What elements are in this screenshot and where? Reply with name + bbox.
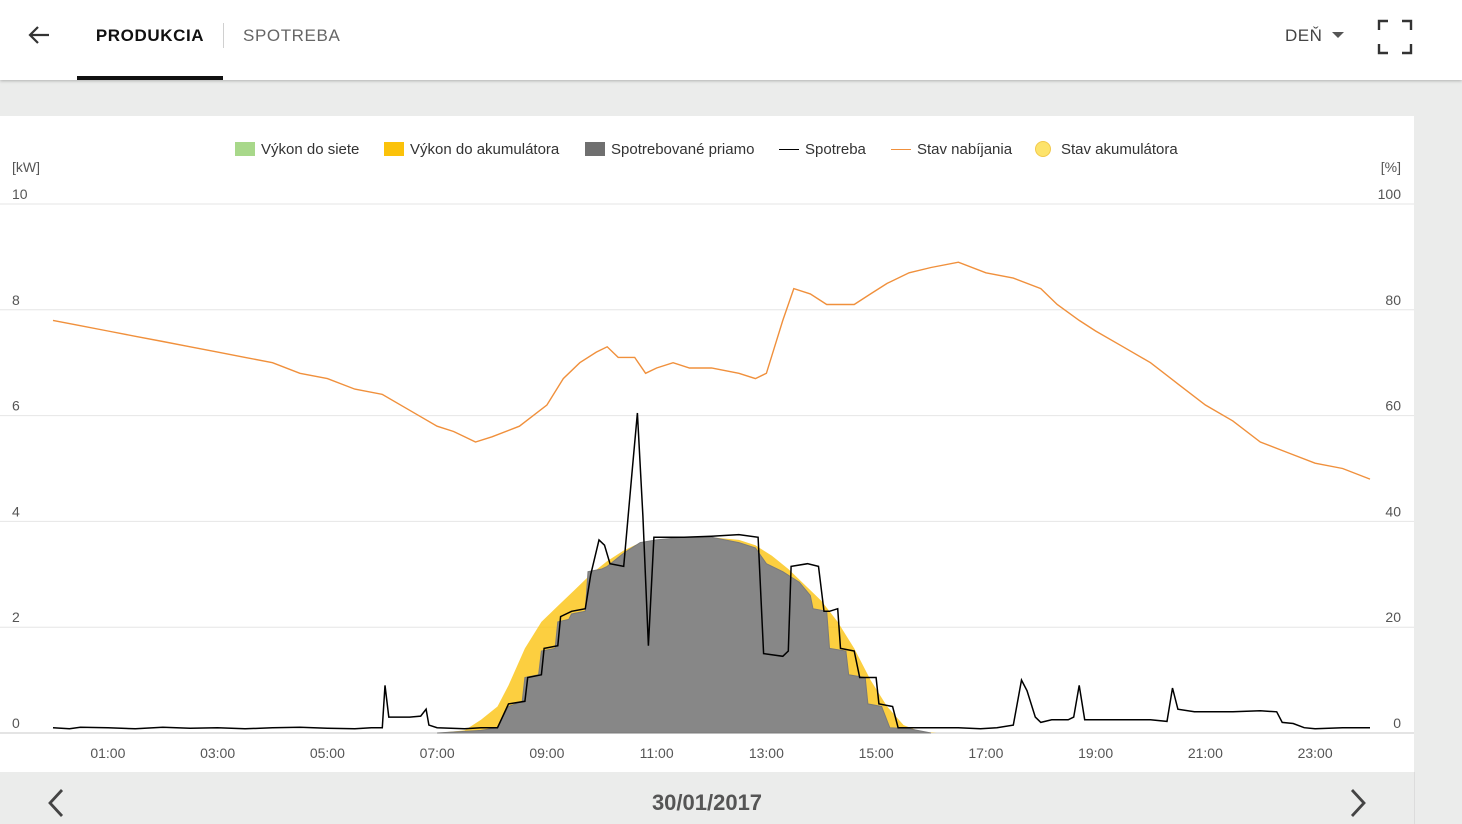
legend-swatch-self-consumed bbox=[585, 142, 605, 156]
current-date[interactable]: 30/01/2017 bbox=[651, 790, 763, 815]
period-dropdown[interactable]: DEŇ bbox=[1285, 0, 1345, 72]
y-left-tick-label: 8 bbox=[12, 292, 20, 308]
legend-label-self-consumed: Spotrebované priamo bbox=[611, 141, 755, 158]
y-right-tick-label: 20 bbox=[1385, 609, 1401, 625]
legend-swatch-consumption bbox=[779, 149, 799, 150]
y-right-tick-label: 80 bbox=[1385, 292, 1401, 308]
y-left-tick-label: 6 bbox=[12, 398, 20, 414]
x-tick-label: 21:00 bbox=[1188, 745, 1223, 761]
y-left-tick-label: 0 bbox=[12, 715, 20, 731]
y-right-unit-label: [%] bbox=[1381, 159, 1401, 175]
x-tick-label: 17:00 bbox=[968, 745, 1003, 761]
legend-label-grid-export: Výkon do siete bbox=[261, 141, 360, 158]
tab-spotreba[interactable]: SPOTREBA bbox=[243, 0, 340, 80]
x-tick-label: 03:00 bbox=[200, 745, 235, 761]
legend-label-consumption: Spotreba bbox=[805, 141, 866, 158]
x-tick-label: 13:00 bbox=[749, 745, 784, 761]
top-bar: PRODUKCIA SPOTREBA DEŇ bbox=[0, 0, 1462, 80]
x-tick-label: 15:00 bbox=[859, 745, 894, 761]
legend-label-battery-state: Stav akumulátora bbox=[1061, 141, 1178, 158]
caret-down-icon bbox=[1332, 31, 1345, 38]
chevron-right-icon[interactable] bbox=[1340, 786, 1374, 820]
tab-produkcia[interactable]: PRODUKCIA bbox=[77, 0, 223, 80]
tab-spotreba-label: SPOTREBA bbox=[243, 26, 341, 45]
y-right-tick-label: 60 bbox=[1385, 398, 1401, 414]
legend-swatch-grid-export bbox=[235, 142, 255, 156]
line-consumption bbox=[52, 412, 1370, 730]
line-charge-state bbox=[52, 261, 1371, 480]
y-right-tick-label: 0 bbox=[1393, 715, 1401, 731]
chart-legend: Výkon do siete Výkon do akumulátora Spot… bbox=[0, 140, 1414, 160]
legend-swatch-battery-charge bbox=[384, 142, 404, 156]
y-left-tick-label: 10 bbox=[12, 186, 28, 202]
fullscreen-icon[interactable] bbox=[1376, 18, 1414, 56]
footer-side-panel bbox=[1414, 772, 1462, 824]
x-tick-label: 05:00 bbox=[310, 745, 345, 761]
energy-chart: 10 100 8 80 6 60 4 40 2 20 0 0 [kW] [%] 01:00 03:00 05:0… bbox=[0, 159, 1414, 761]
y-right-tick-label: 100 bbox=[1378, 186, 1402, 202]
y-left-tick-label: 4 bbox=[12, 503, 20, 519]
x-tick-label: 09:00 bbox=[529, 745, 564, 761]
legend-swatch-battery-state bbox=[1035, 141, 1051, 157]
x-tick-label: 23:00 bbox=[1298, 745, 1333, 761]
x-tick-label: 07:00 bbox=[420, 745, 455, 761]
legend-label-battery-charge: Výkon do akumulátora bbox=[410, 141, 560, 158]
y-left-tick-label: 2 bbox=[12, 609, 20, 625]
x-tick-label: 19:00 bbox=[1078, 745, 1113, 761]
date-navigation-bar bbox=[0, 772, 1414, 824]
x-tick-label: 11:00 bbox=[640, 745, 674, 761]
legend-label-charge-state: Stav nabíjania bbox=[917, 141, 1013, 158]
legend-swatch-charge-state bbox=[891, 149, 911, 150]
tab-divider bbox=[223, 23, 224, 48]
tab-produkcia-label: PRODUKCIA bbox=[95, 26, 205, 45]
active-tab-indicator bbox=[77, 76, 223, 80]
period-label: DEŇ bbox=[1285, 26, 1323, 45]
back-arrow-icon[interactable] bbox=[22, 18, 56, 52]
y-right-tick-label: 40 bbox=[1385, 503, 1401, 519]
y-left-unit-label: [kW] bbox=[12, 159, 40, 175]
x-tick-label: 01:00 bbox=[90, 745, 125, 761]
chevron-left-icon[interactable] bbox=[40, 786, 74, 820]
